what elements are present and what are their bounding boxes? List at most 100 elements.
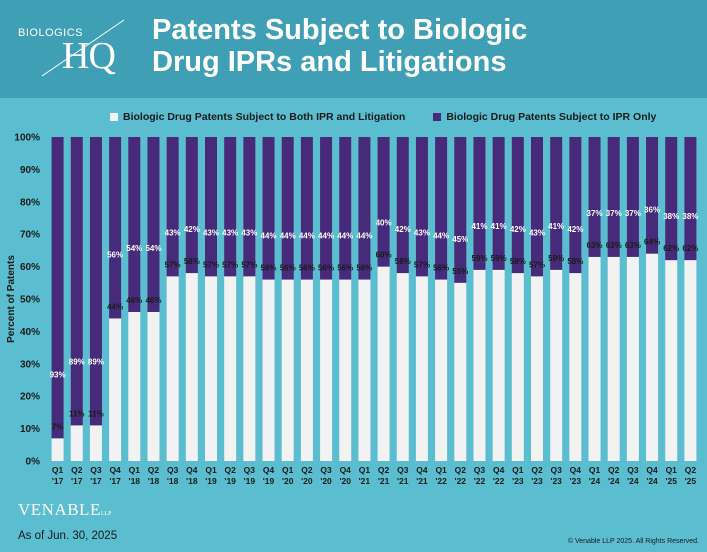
x-tick-label-quarter: Q2: [378, 465, 390, 475]
data-label-ipr-only: 44%: [356, 232, 372, 241]
venable-logo: VENABLELLP: [18, 500, 112, 520]
data-label-both: 58%: [567, 257, 583, 266]
x-tick-label-year: '24: [608, 476, 620, 486]
bar-both: [454, 282, 467, 461]
bar-both: [205, 276, 217, 461]
data-label-ipr-only: 89%: [69, 357, 85, 366]
bar-both: [224, 276, 237, 461]
logo-text-small: BIOLOGICS: [18, 27, 84, 39]
x-tick-label-year: '22: [493, 476, 505, 486]
data-label-ipr-only: 89%: [88, 357, 104, 366]
y-axis-title: Percent of Patents: [6, 255, 17, 343]
x-tick-label-year: '24: [627, 476, 639, 486]
bar-both: [492, 269, 505, 461]
data-label-ipr-only: 43%: [529, 228, 545, 237]
data-label-ipr-only: 37%: [587, 209, 603, 218]
data-label-ipr-only: 42%: [567, 225, 583, 234]
bar-both: [185, 273, 198, 461]
bar-ipr-only: [128, 137, 141, 312]
x-tick-label-year: '23: [531, 476, 543, 486]
bar-both: [281, 279, 294, 461]
x-tick-label-quarter: Q1: [52, 465, 64, 475]
copyright-notice: © Venable LLP 2025. All Rights Reserved.: [567, 538, 699, 545]
x-tick-label-quarter: Q1: [205, 465, 217, 475]
bar-ipr-only: [70, 137, 83, 426]
data-label-both: 56%: [433, 264, 449, 273]
bar-both: [646, 253, 659, 461]
bar-ipr-only: [684, 137, 697, 261]
x-tick-label-year: '20: [339, 476, 351, 486]
bar-both: [262, 279, 275, 461]
x-tick-label-year: '19: [244, 476, 256, 486]
data-label-ipr-only: 41%: [548, 222, 564, 231]
data-label-ipr-only: 44%: [299, 232, 315, 241]
bar-ipr-only: [396, 137, 409, 274]
x-tick-label-quarter: Q4: [186, 465, 198, 475]
data-label-both: 56%: [337, 264, 353, 273]
x-tick-label-quarter: Q3: [320, 465, 332, 475]
data-label-ipr-only: 54%: [126, 244, 142, 253]
x-tick-label-year: '20: [282, 476, 294, 486]
bar-ipr-only: [166, 137, 179, 277]
data-label-both: 46%: [145, 296, 161, 305]
x-tick-label-year: '17: [90, 476, 102, 486]
data-label-ipr-only: 42%: [510, 225, 526, 234]
data-label-both: 56%: [299, 264, 315, 273]
bar-ipr-only: [454, 137, 467, 283]
x-tick-label-year: '17: [109, 476, 121, 486]
x-tick-label-year: '24: [589, 476, 601, 486]
data-label-both: 57%: [203, 260, 219, 269]
x-tick-label-year: '18: [129, 476, 141, 486]
x-tick-label-quarter: Q4: [340, 465, 352, 475]
data-label-both: 56%: [280, 264, 296, 273]
x-tick-label-year: '23: [550, 476, 562, 486]
data-label-both: 11%: [88, 409, 104, 418]
title-line-1: Patents Subject to Biologic: [152, 14, 528, 46]
bar-both: [607, 256, 620, 461]
data-label-ipr-only: 45%: [452, 235, 468, 244]
bar-both: [588, 256, 601, 461]
y-tick-label: 70%: [20, 230, 40, 241]
bar-ipr-only: [435, 137, 448, 280]
data-label-ipr-only: 38%: [682, 212, 698, 221]
data-label-ipr-only: 43%: [414, 228, 430, 237]
x-tick-label-quarter: Q2: [531, 465, 543, 475]
venable-logo-suffix: LLP: [100, 511, 112, 517]
bar-both: [51, 438, 64, 461]
x-tick-label-quarter: Q4: [570, 465, 582, 475]
page-title: Patents Subject to Biologic Drug IPRs an…: [152, 14, 672, 78]
data-label-ipr-only: 41%: [491, 222, 507, 231]
bar-ipr-only: [377, 137, 390, 267]
bar-both: [396, 273, 409, 461]
bar-both: [70, 425, 83, 461]
x-tick-label-quarter: Q2: [148, 465, 160, 475]
y-tick-label: 0%: [26, 457, 41, 468]
bar-both: [89, 425, 102, 461]
y-tick-label: 50%: [20, 295, 40, 306]
x-tick-label-quarter: Q1: [512, 465, 524, 475]
x-tick-label-quarter: Q3: [474, 465, 486, 475]
logo-text-large: HQ: [62, 35, 116, 77]
bar-ipr-only: [473, 137, 486, 270]
bar-ipr-only: [262, 137, 275, 280]
x-tick-label-quarter: Q1: [129, 465, 141, 475]
x-tick-label-year: '21: [359, 476, 371, 486]
header-banner: BIOLOGICS HQ Patents Subject to Biologic…: [0, 0, 707, 98]
bar-both: [626, 256, 639, 461]
bar-ipr-only: [339, 137, 352, 280]
x-tick-label-quarter: Q3: [90, 465, 102, 475]
bar-ipr-only: [281, 137, 294, 280]
data-label-both: 58%: [510, 257, 526, 266]
title-line-2: Drug IPRs and Litigations: [152, 46, 507, 78]
data-label-ipr-only: 41%: [471, 222, 487, 231]
data-label-both: 59%: [548, 254, 564, 263]
x-tick-label-year: '25: [665, 476, 677, 486]
legend-item-both: Biologic Drug Patents Subject to Both IP…: [110, 110, 405, 124]
data-label-both: 63%: [625, 241, 641, 250]
x-tick-label-year: '18: [186, 476, 198, 486]
data-label-both: 64%: [644, 238, 660, 247]
bar-ipr-only: [626, 137, 639, 257]
bar-ipr-only: [243, 137, 256, 277]
bar-both: [415, 276, 428, 461]
bar-ipr-only: [147, 137, 160, 312]
